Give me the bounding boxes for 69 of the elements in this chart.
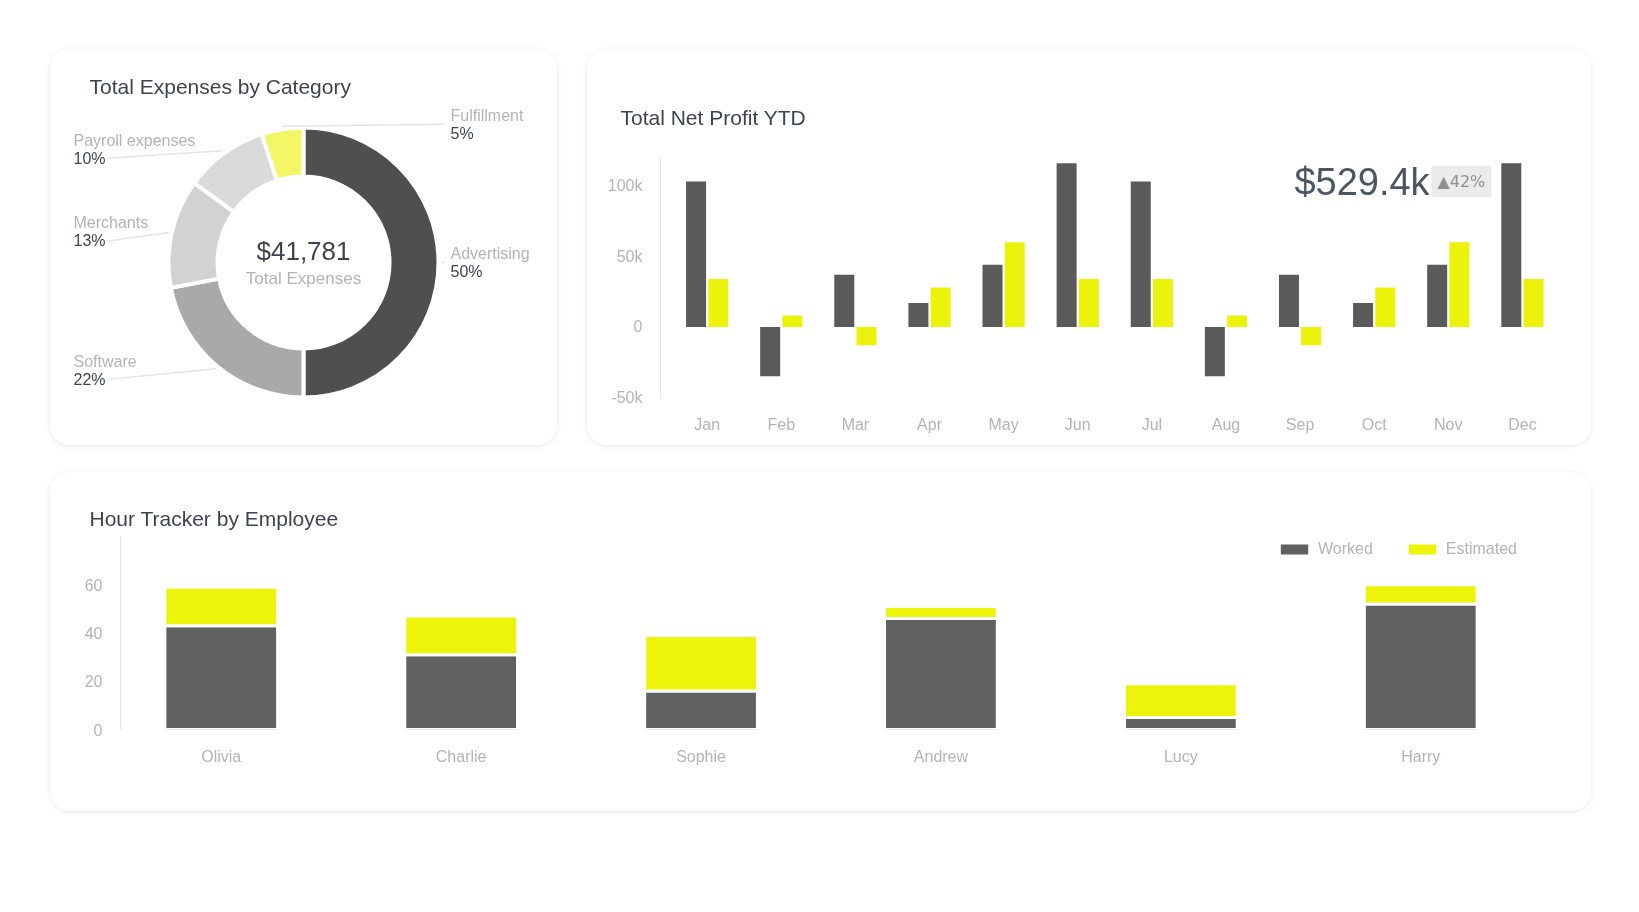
data-label: 5% bbox=[450, 124, 474, 142]
bar bbox=[686, 181, 707, 327]
y-tick-label: 0 bbox=[633, 318, 643, 336]
slice-label: Advertising bbox=[450, 245, 530, 262]
bar bbox=[782, 315, 803, 327]
x-tick-label: Feb bbox=[767, 415, 796, 433]
data-label: 13% bbox=[73, 232, 106, 250]
bar bbox=[1004, 242, 1025, 327]
x-tick-label: Oct bbox=[1361, 415, 1388, 433]
slice-label: Software bbox=[73, 352, 137, 370]
bar bbox=[1449, 242, 1470, 327]
y-tick-label: 60 bbox=[84, 576, 103, 594]
text: Total Expenses bbox=[245, 269, 362, 288]
legend-label: Estimated bbox=[1445, 540, 1517, 558]
y-tick-label: 20 bbox=[84, 673, 103, 691]
data-label: 22% bbox=[73, 370, 106, 388]
bar bbox=[1278, 274, 1299, 327]
bar bbox=[760, 326, 781, 377]
bar bbox=[1227, 315, 1248, 327]
x-tick-label: Harry bbox=[1401, 747, 1441, 765]
x-tick-label: Jun bbox=[1064, 415, 1091, 433]
bar bbox=[1301, 326, 1322, 346]
bar bbox=[708, 278, 729, 327]
x-tick-label: Charlie bbox=[435, 747, 487, 765]
bar bbox=[1353, 302, 1374, 327]
x-tick-label: Sophie bbox=[676, 747, 727, 765]
x-tick-label: May bbox=[988, 415, 1019, 433]
x-tick-label: Aug bbox=[1211, 415, 1241, 433]
bar bbox=[1501, 163, 1522, 327]
bar bbox=[908, 302, 929, 327]
bar bbox=[1204, 326, 1225, 377]
text: $41,781 bbox=[256, 235, 351, 266]
chart-title: Total Net Profit YTD bbox=[620, 105, 806, 129]
y-tick-label: 50k bbox=[616, 247, 644, 265]
x-tick-label: Nov bbox=[1434, 415, 1463, 433]
bar bbox=[1078, 278, 1099, 327]
data-label: 10% bbox=[73, 149, 106, 167]
y-tick-label: -50k bbox=[611, 389, 644, 406]
bar bbox=[1375, 287, 1396, 327]
x-tick-label: Jul bbox=[1141, 415, 1163, 433]
bar bbox=[1056, 163, 1077, 327]
bar bbox=[1523, 278, 1544, 327]
slice-label: Merchants bbox=[73, 214, 149, 232]
x-tick-label: Dec bbox=[1508, 415, 1537, 433]
bar bbox=[856, 326, 877, 346]
x-tick-label: Apr bbox=[917, 415, 943, 433]
bar bbox=[1427, 264, 1448, 327]
chart-title: Total Expenses by Category bbox=[89, 74, 352, 98]
bar bbox=[834, 274, 855, 327]
x-tick-label: Lucy bbox=[1163, 747, 1198, 765]
bar bbox=[1152, 278, 1173, 327]
y-tick-label: 100k bbox=[607, 177, 644, 195]
data-label: 50% bbox=[450, 263, 483, 280]
y-tick-label: 0 bbox=[93, 721, 103, 739]
x-tick-label: Jan bbox=[694, 415, 721, 433]
legend-label: Worked bbox=[1318, 540, 1373, 558]
bar bbox=[1130, 181, 1151, 327]
slice-label: Fulfillment bbox=[450, 106, 524, 124]
bar bbox=[982, 264, 1003, 327]
annotation: ▲42% bbox=[1437, 172, 1486, 191]
bar bbox=[930, 287, 951, 327]
annotation: $529.4k bbox=[1294, 160, 1431, 203]
chart-title: Hour Tracker by Employee bbox=[89, 506, 339, 530]
x-tick-label: Sep bbox=[1285, 415, 1315, 433]
x-tick-label: Andrew bbox=[913, 747, 969, 765]
x-tick-label: Olivia bbox=[201, 747, 242, 765]
slice-label: Payroll expenses bbox=[73, 131, 196, 149]
x-tick-label: Mar bbox=[841, 415, 870, 433]
y-tick-label: 40 bbox=[84, 625, 103, 642]
